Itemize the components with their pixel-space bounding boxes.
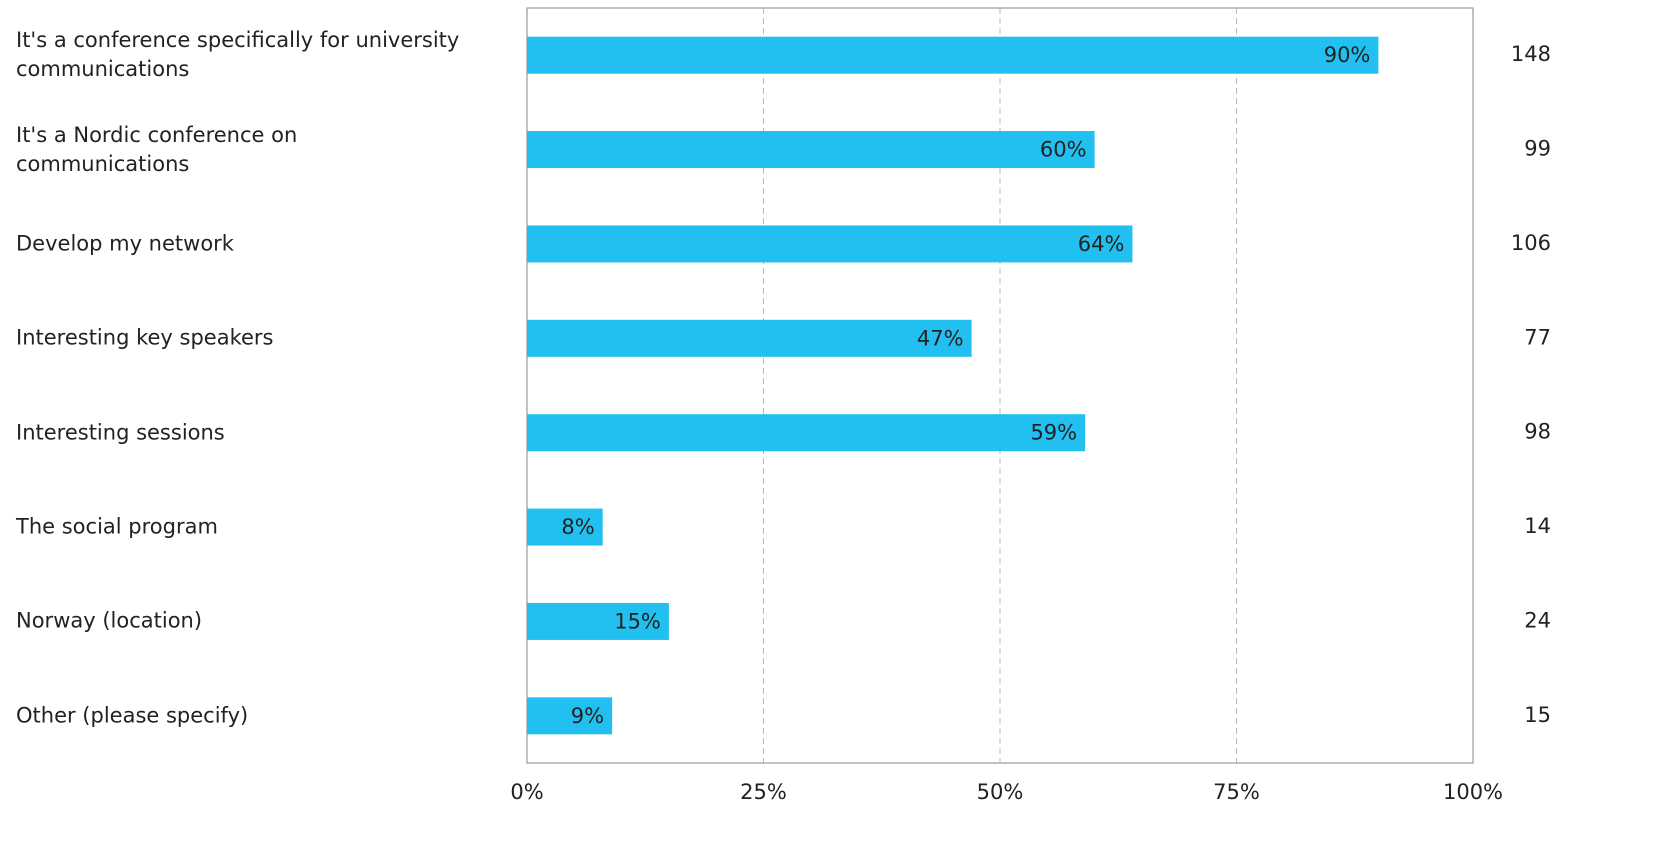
category-label: It's a conference specifically for unive… <box>16 28 460 82</box>
count-label: 14 <box>1524 514 1551 538</box>
category-label: It's a Nordic conference on communicatio… <box>16 122 298 176</box>
bar <box>527 508 603 546</box>
bar <box>527 225 1133 263</box>
category-label: Norway (location) <box>16 608 203 633</box>
bar-value-label: 60% <box>1040 138 1087 162</box>
count-label: 98 <box>1524 420 1551 444</box>
count-label: 24 <box>1524 608 1551 632</box>
category-label: Interesting sessions <box>16 420 225 445</box>
bar-value-label: 15% <box>614 609 661 633</box>
bar <box>527 602 669 640</box>
bar-value-label: 64% <box>1078 232 1125 256</box>
category-label: The social program <box>16 514 218 539</box>
bar-value-label: 90% <box>1324 43 1371 67</box>
count-label: 99 <box>1524 137 1551 161</box>
bar-value-label: 8% <box>561 515 594 539</box>
x-tick-label: 50% <box>977 780 1024 804</box>
bar <box>527 319 972 357</box>
category-label: Other (please specify) <box>16 703 249 728</box>
bar <box>527 414 1086 452</box>
bar <box>527 36 1379 74</box>
bar <box>527 131 1095 169</box>
bar <box>527 697 613 735</box>
category-label: Develop my network <box>16 231 234 256</box>
count-label: 15 <box>1524 703 1551 727</box>
x-tick-label: 0% <box>510 780 543 804</box>
count-label: 106 <box>1511 231 1551 255</box>
category-label: Interesting key speakers <box>16 325 274 350</box>
bar-value-label: 59% <box>1030 421 1077 445</box>
bar-value-label: 9% <box>571 704 604 728</box>
x-tick-label: 75% <box>1213 780 1260 804</box>
bar-value-label: 47% <box>917 326 964 350</box>
plot-frame <box>526 7 1474 764</box>
x-tick-label: 100% <box>1443 780 1503 804</box>
x-tick-label: 25% <box>740 780 787 804</box>
count-label: 148 <box>1511 42 1551 66</box>
count-label: 77 <box>1524 325 1551 349</box>
